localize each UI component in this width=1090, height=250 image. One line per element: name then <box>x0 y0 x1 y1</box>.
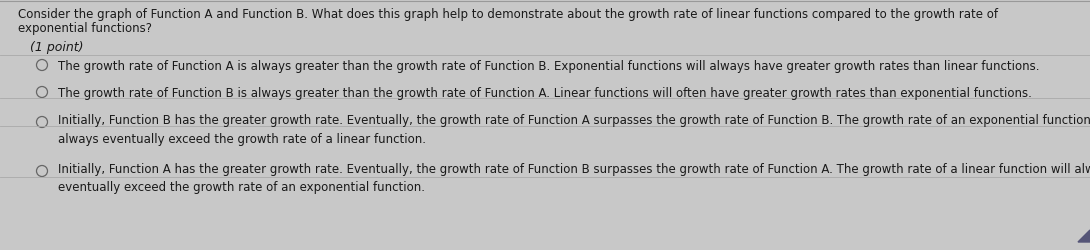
Text: The growth rate of Function A is always greater than the growth rate of Function: The growth rate of Function A is always … <box>58 60 1040 73</box>
Text: The growth rate of Function B is always greater than the growth rate of Function: The growth rate of Function B is always … <box>58 87 1032 100</box>
Text: (1 point): (1 point) <box>31 41 84 54</box>
Text: Initially, Function B has the greater growth rate. Eventually, the growth rate o: Initially, Function B has the greater gr… <box>58 114 1090 145</box>
Polygon shape <box>1078 230 1090 242</box>
Text: Initially, Function A has the greater growth rate. Eventually, the growth rate o: Initially, Function A has the greater gr… <box>58 162 1090 194</box>
Text: Consider the graph of Function A and Function B. What does this graph help to de: Consider the graph of Function A and Fun… <box>19 8 998 21</box>
Text: exponential functions?: exponential functions? <box>19 22 152 35</box>
